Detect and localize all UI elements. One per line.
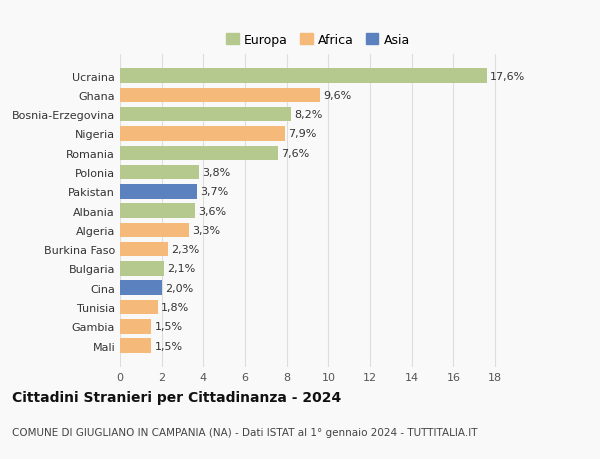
Text: 9,6%: 9,6% <box>323 91 352 101</box>
Text: 3,3%: 3,3% <box>192 225 220 235</box>
Bar <box>120 146 278 161</box>
Text: 3,7%: 3,7% <box>200 187 229 197</box>
Text: 1,5%: 1,5% <box>154 341 182 351</box>
Legend: Europa, Africa, Asia: Europa, Africa, Asia <box>223 30 413 50</box>
Text: 1,8%: 1,8% <box>161 302 189 312</box>
Bar <box>120 108 291 122</box>
Bar <box>120 281 161 295</box>
Text: Cittadini Stranieri per Cittadinanza - 2024: Cittadini Stranieri per Cittadinanza - 2… <box>12 390 341 404</box>
Bar <box>120 69 487 84</box>
Bar <box>120 242 168 257</box>
Text: 2,1%: 2,1% <box>167 264 195 274</box>
Bar <box>120 185 197 199</box>
Text: 2,0%: 2,0% <box>165 283 193 293</box>
Text: 2,3%: 2,3% <box>171 245 199 255</box>
Bar <box>120 165 199 180</box>
Text: 7,6%: 7,6% <box>281 148 310 158</box>
Text: 3,6%: 3,6% <box>198 206 226 216</box>
Text: 1,5%: 1,5% <box>154 322 182 331</box>
Bar <box>120 339 151 353</box>
Bar <box>120 204 195 218</box>
Text: 8,2%: 8,2% <box>294 110 322 120</box>
Bar <box>120 89 320 103</box>
Text: 17,6%: 17,6% <box>490 72 525 81</box>
Text: 7,9%: 7,9% <box>288 129 316 139</box>
Text: COMUNE DI GIUGLIANO IN CAMPANIA (NA) - Dati ISTAT al 1° gennaio 2024 - TUTTITALI: COMUNE DI GIUGLIANO IN CAMPANIA (NA) - D… <box>12 427 478 437</box>
Text: 3,8%: 3,8% <box>202 168 230 178</box>
Bar <box>120 127 284 141</box>
Bar <box>120 300 158 314</box>
Bar <box>120 223 189 238</box>
Bar <box>120 262 164 276</box>
Bar <box>120 319 151 334</box>
